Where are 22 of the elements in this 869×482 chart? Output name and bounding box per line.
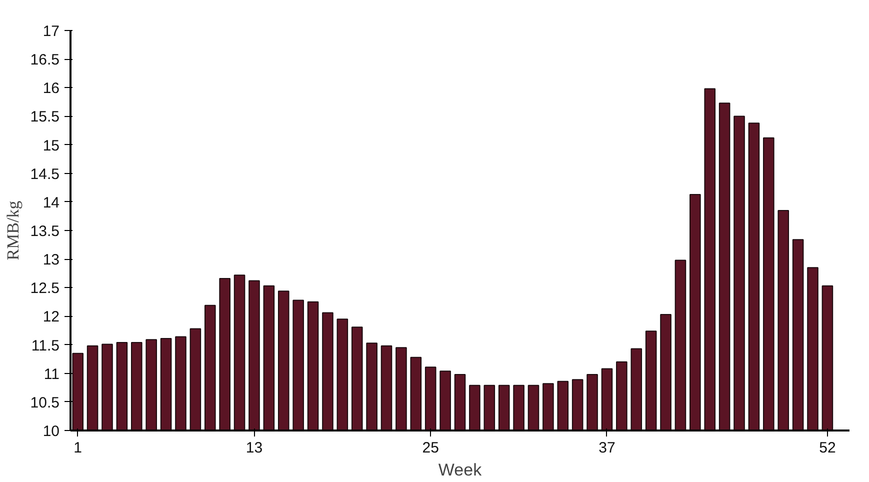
x-tick-label: 37 bbox=[598, 440, 616, 456]
y-tick-label: 16.5 bbox=[30, 52, 60, 69]
y-tick-label: 10 bbox=[42, 423, 60, 440]
y-tick-label: 16 bbox=[42, 80, 60, 98]
x-axis-title: Week bbox=[438, 460, 482, 480]
y-tick-label: 13 bbox=[42, 252, 60, 269]
y-tick-label: 14.5 bbox=[30, 166, 60, 183]
y-tick-label: 15 bbox=[42, 137, 60, 154]
x-tick-label: 1 bbox=[74, 440, 82, 456]
y-axis-title: RMB/kg bbox=[3, 200, 22, 260]
y-tick-label: 11.5 bbox=[31, 337, 60, 354]
y-tick-label: 12.5 bbox=[30, 280, 60, 298]
y-tick-label: 11 bbox=[44, 366, 60, 383]
x-tick-label: 52 bbox=[819, 440, 836, 456]
y-tick-label: 10.5 bbox=[30, 394, 60, 412]
y-tick-label: 17 bbox=[42, 23, 60, 40]
x-tick-label: 13 bbox=[246, 440, 263, 456]
y-tick-label: 14 bbox=[42, 194, 60, 212]
y-tick-label: 15.5 bbox=[30, 108, 60, 126]
y-tick-label: 13.5 bbox=[30, 223, 60, 240]
x-tick-label: 25 bbox=[422, 440, 439, 456]
y-tick-label: 12 bbox=[42, 308, 60, 326]
